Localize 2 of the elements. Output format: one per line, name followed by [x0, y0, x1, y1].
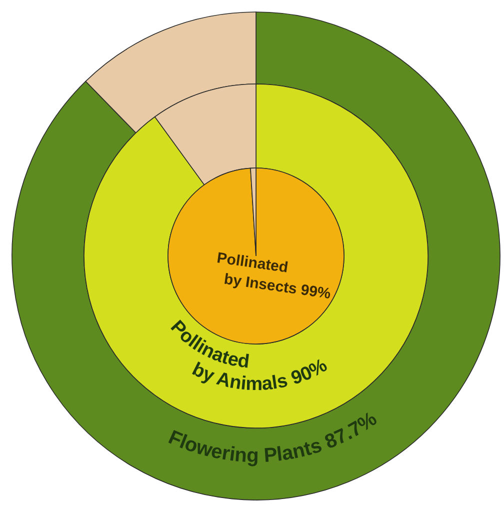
slice-label: Pollinated by Insects 99% — [216, 250, 332, 303]
donut-slice — [12, 12, 500, 500]
